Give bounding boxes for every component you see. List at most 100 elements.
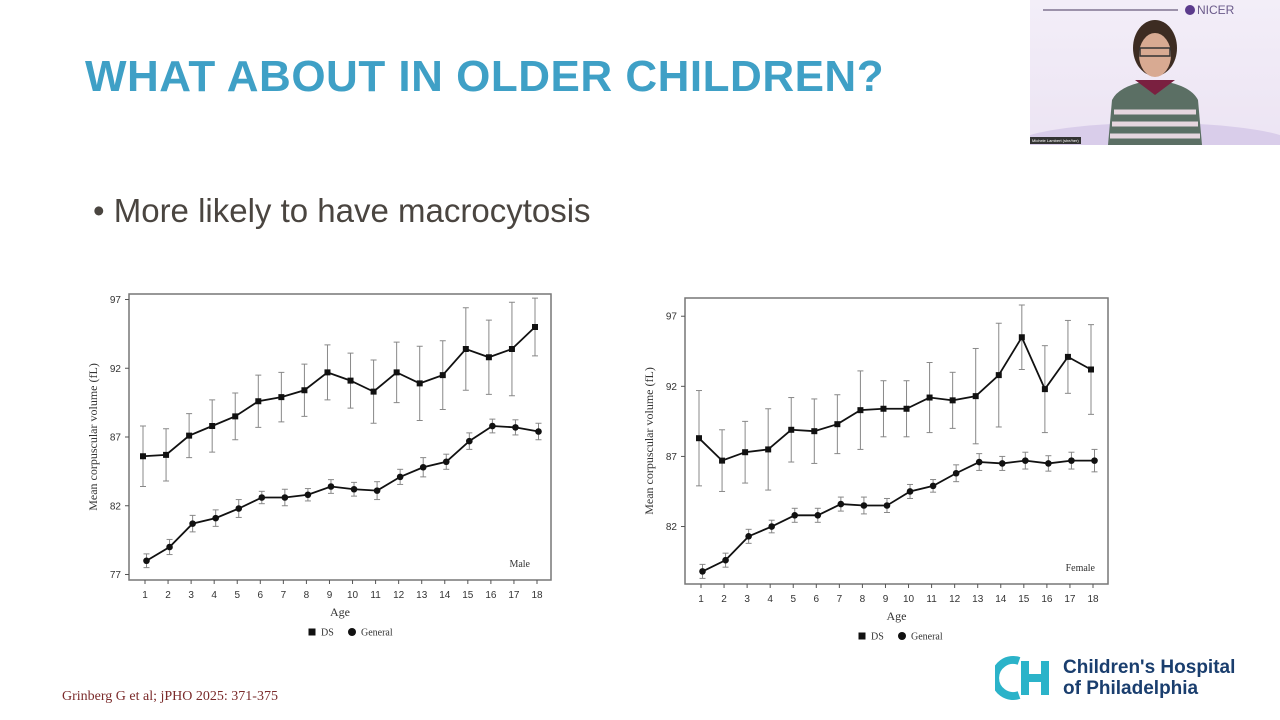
citation: Grinberg G et al; jPHO 2025: 371-375 xyxy=(62,689,278,704)
x-tick-label: 15 xyxy=(1018,594,1030,605)
x-tick-label: 11 xyxy=(370,590,381,601)
legend-marker-circle-icon xyxy=(348,628,356,636)
x-tick-label: 1 xyxy=(698,594,704,605)
data-point-general xyxy=(952,469,960,477)
data-point-ds xyxy=(209,423,216,429)
data-point-general xyxy=(466,437,473,445)
x-tick-label: 1 xyxy=(142,590,148,601)
x-tick-label: 6 xyxy=(814,594,820,605)
legend-marker-circle-icon xyxy=(898,632,906,640)
x-tick-label: 3 xyxy=(744,594,750,605)
x-tick-label: 13 xyxy=(416,590,428,601)
legend-label: DS xyxy=(871,632,884,643)
data-point-ds xyxy=(880,405,887,412)
data-point-general xyxy=(699,568,706,575)
data-point-ds xyxy=(1041,386,1048,393)
x-tick-label: 13 xyxy=(972,594,984,605)
legend-marker-square-icon xyxy=(858,632,866,640)
data-point-general xyxy=(837,500,845,508)
x-tick-label: 15 xyxy=(462,590,474,601)
data-point-ds xyxy=(532,324,538,330)
nicer-brand: NICER xyxy=(1197,3,1235,17)
x-axis-label: Age xyxy=(330,605,350,619)
data-point-ds xyxy=(1088,366,1094,373)
series-line-general xyxy=(702,459,1095,573)
data-point-ds xyxy=(926,394,933,401)
legend-label: General xyxy=(911,632,943,643)
x-tick-label: 3 xyxy=(188,590,194,601)
x-tick-label: 2 xyxy=(721,594,727,605)
data-point-general xyxy=(512,424,519,431)
data-point-general xyxy=(929,482,937,490)
y-tick-label: 87 xyxy=(110,433,122,444)
x-tick-label: 10 xyxy=(903,594,915,605)
y-tick-label: 92 xyxy=(666,382,678,393)
chop-logo-line1: Children's Hospital xyxy=(1063,657,1236,678)
data-point-general xyxy=(350,485,358,493)
data-point-ds xyxy=(370,388,377,395)
data-point-general xyxy=(975,458,983,466)
series-line-general xyxy=(146,425,539,562)
data-point-ds xyxy=(696,435,702,442)
data-point-general xyxy=(883,502,891,509)
y-tick-label: 77 xyxy=(110,570,122,581)
data-point-ds xyxy=(972,393,979,400)
x-tick-label: 17 xyxy=(1064,594,1076,605)
data-point-ds xyxy=(508,346,515,352)
x-tick-label: 2 xyxy=(165,590,171,601)
data-point-general xyxy=(442,458,450,466)
y-tick-label: 87 xyxy=(666,452,678,463)
x-tick-label: 5 xyxy=(790,594,796,605)
data-point-ds xyxy=(719,457,726,464)
data-point-general xyxy=(1068,457,1075,464)
data-point-ds xyxy=(995,372,1002,379)
data-point-general xyxy=(860,502,868,509)
data-point-ds xyxy=(255,398,262,405)
nicer-logo: NICER xyxy=(1185,3,1234,17)
data-point-general xyxy=(906,488,914,495)
data-point-general xyxy=(304,491,312,499)
x-tick-label: 10 xyxy=(347,590,359,601)
data-point-general xyxy=(814,512,822,519)
y-axis-label: Mean corpuscular volume (fL) xyxy=(642,367,656,515)
data-point-ds xyxy=(186,432,193,439)
x-tick-label: 17 xyxy=(508,590,520,601)
presenter-silhouette-icon xyxy=(1030,20,1280,145)
y-tick-label: 97 xyxy=(110,295,122,306)
data-point-ds xyxy=(278,394,285,401)
x-tick-label: 9 xyxy=(327,590,333,601)
data-point-ds xyxy=(903,405,910,412)
x-axis-label: Age xyxy=(887,609,907,623)
data-point-general xyxy=(1091,457,1098,464)
data-point-general xyxy=(791,512,799,519)
data-point-ds xyxy=(393,369,400,376)
data-point-ds xyxy=(857,407,864,414)
legend-marker-square-icon xyxy=(308,628,316,636)
participant-name: Michele Lambert (she/her) xyxy=(1030,137,1081,144)
data-point-ds xyxy=(949,397,956,404)
x-tick-label: 18 xyxy=(531,590,543,601)
nicer-logo-icon xyxy=(1185,5,1195,15)
x-tick-label: 7 xyxy=(281,590,287,601)
data-point-general xyxy=(235,505,243,512)
data-point-ds xyxy=(462,346,469,352)
x-tick-label: 6 xyxy=(258,590,264,601)
slide-title: WHAT ABOUT IN OLDER CHILDREN? xyxy=(85,52,885,101)
y-tick-label: 97 xyxy=(666,312,678,323)
data-point-general xyxy=(281,494,289,501)
series-line-ds xyxy=(698,335,1092,462)
y-tick-label: 82 xyxy=(110,501,122,512)
x-tick-label: 11 xyxy=(926,594,937,605)
data-point-ds xyxy=(765,446,772,453)
data-point-general xyxy=(258,494,266,501)
data-point-general xyxy=(327,483,335,490)
x-tick-label: 12 xyxy=(393,590,405,601)
panel-label: Female xyxy=(1066,563,1096,574)
data-point-ds xyxy=(485,354,492,361)
data-point-general xyxy=(189,520,196,527)
plot-frame xyxy=(684,297,1109,585)
data-point-general xyxy=(212,514,219,522)
legend-label: DS xyxy=(321,628,334,639)
